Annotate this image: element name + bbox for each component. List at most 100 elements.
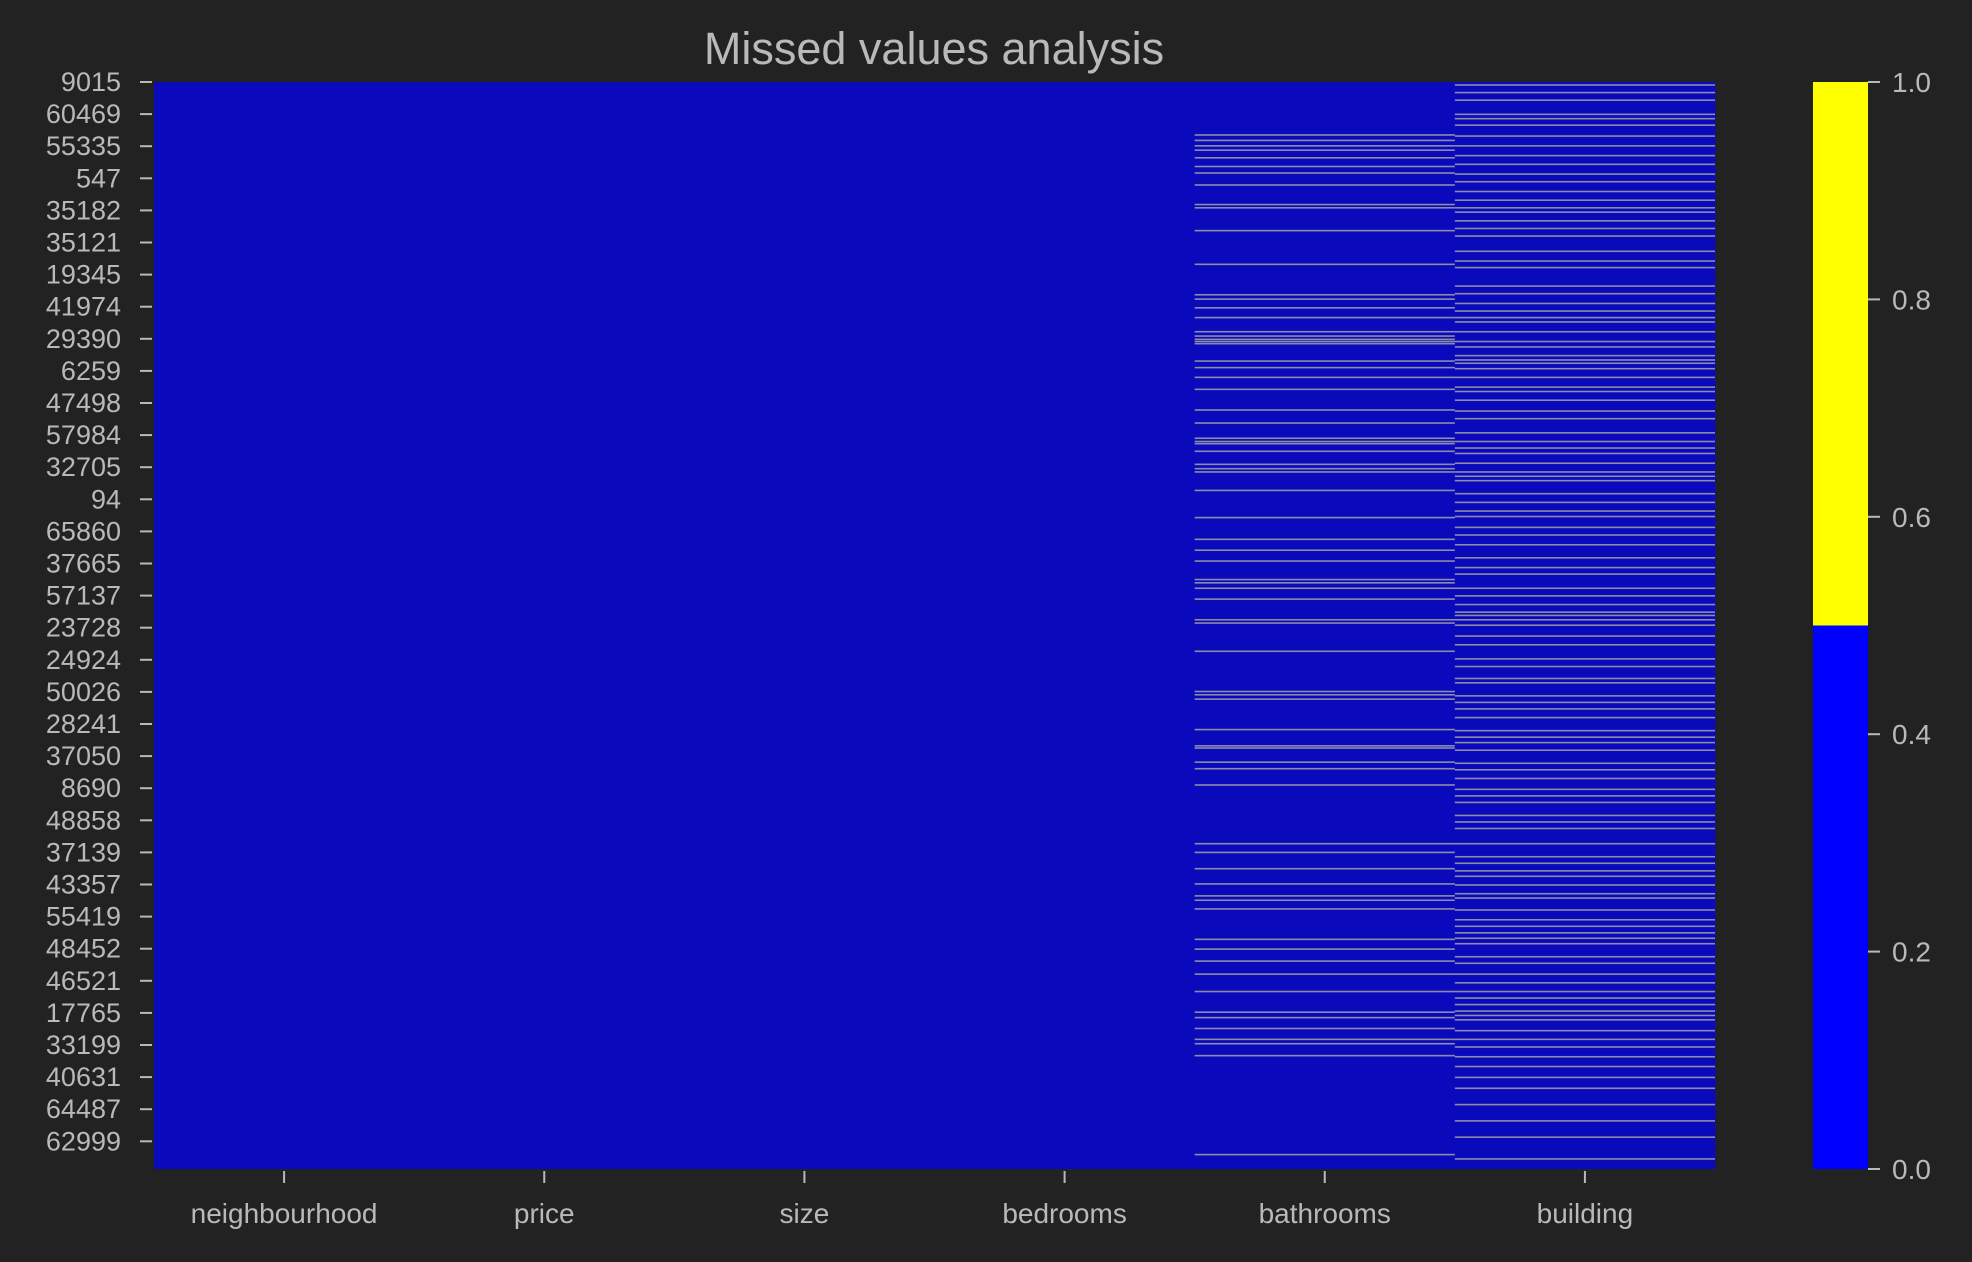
- missing-value-line: [1454, 180, 1715, 183]
- missing-value-line: [1454, 862, 1715, 865]
- missing-value-line: [1194, 560, 1455, 562]
- missing-value-line: [1194, 342, 1455, 345]
- colorbar-tick-label: 0.4: [1892, 719, 1931, 750]
- missing-value-line: [1454, 1120, 1715, 1122]
- missing-value-line: [1194, 899, 1455, 902]
- missing-value-line: [1194, 471, 1455, 473]
- x-tick-label: bedrooms: [1002, 1198, 1127, 1229]
- missing-value-line: [1194, 693, 1455, 696]
- missing-value-line: [1194, 895, 1455, 897]
- missing-value-line: [1454, 235, 1715, 237]
- colorbar-tick-label: 0.6: [1892, 502, 1931, 533]
- missing-value-line: [1194, 948, 1455, 950]
- missing-value-line: [1194, 165, 1455, 168]
- missing-value-line: [1194, 422, 1455, 424]
- missing-value-line: [1194, 650, 1455, 653]
- heatmap-column-price: [414, 82, 675, 1169]
- colorbar-tick-label: 1.0: [1892, 67, 1931, 98]
- missing-value-line: [1194, 698, 1455, 700]
- missing-value-line: [1454, 99, 1715, 101]
- y-axis: 9015604695533554735182351211934541974293…: [46, 67, 152, 1156]
- missing-value-line: [1454, 842, 1715, 845]
- missing-value-line: [1194, 207, 1455, 209]
- missing-value-line: [1454, 285, 1715, 287]
- y-tick-label: 43357: [46, 870, 121, 900]
- missing-value-line: [1454, 220, 1715, 222]
- missing-value-line: [1454, 749, 1715, 752]
- missing-value-line: [1194, 851, 1455, 854]
- missing-value-line: [1454, 354, 1715, 357]
- missing-value-line: [1454, 1046, 1715, 1048]
- x-tick-label: building: [1537, 1198, 1634, 1229]
- missing-value-line: [1454, 618, 1715, 621]
- missing-value-line: [1454, 643, 1715, 646]
- missing-value-line: [1454, 135, 1715, 137]
- missing-value-line: [1454, 870, 1715, 872]
- missing-value-line: [1454, 925, 1715, 928]
- x-tick-label: bathrooms: [1259, 1198, 1391, 1229]
- y-tick-label: 35182: [46, 195, 121, 225]
- missing-value-line: [1194, 618, 1455, 621]
- missing-value-line: [1454, 462, 1715, 465]
- missing-value-line: [1194, 388, 1455, 391]
- missing-value-line: [1454, 955, 1715, 958]
- y-tick-label: 64487: [46, 1094, 121, 1124]
- missing-value-line: [1194, 728, 1455, 731]
- missing-value-line: [1194, 587, 1455, 590]
- y-tick-label: 94: [91, 484, 121, 514]
- y-tick-label: 37665: [46, 549, 121, 579]
- missing-value-line: [1454, 962, 1715, 965]
- missing-value-line: [1454, 399, 1715, 402]
- missing-value-line: [1194, 549, 1455, 552]
- missing-value-line: [1454, 827, 1715, 830]
- x-tick-label: price: [514, 1198, 575, 1229]
- colorbar-tick-label: 0.2: [1892, 937, 1931, 968]
- y-tick-label: 19345: [46, 260, 121, 290]
- missing-value-line: [1194, 330, 1455, 333]
- missing-value-line: [1454, 1103, 1715, 1106]
- heatmap-column-bedrooms: [934, 82, 1196, 1169]
- missing-value-line: [1454, 884, 1715, 886]
- missing-value-line: [1454, 417, 1715, 420]
- heatmap-column-size: [674, 82, 935, 1169]
- missing-value-line: [1194, 745, 1455, 747]
- missing-value-line: [1194, 1027, 1455, 1030]
- colorbar: 0.0 0.2 0.4 0.6 0.8 1.0: [1813, 67, 1931, 1185]
- missing-value-line: [1454, 266, 1715, 269]
- missing-value-line: [1454, 821, 1715, 823]
- missing-value-line: [1454, 973, 1715, 975]
- missing-value-line: [1194, 938, 1455, 941]
- missing-value-line: [1454, 658, 1715, 660]
- missing-value-line: [1454, 346, 1715, 348]
- missing-value-line: [1454, 410, 1715, 412]
- missing-value-line: [1454, 897, 1715, 899]
- missing-value-line: [1194, 263, 1455, 266]
- missing-value-line: [1194, 908, 1455, 910]
- colorbar-segment: [1813, 82, 1868, 626]
- missing-value-line: [1454, 447, 1715, 449]
- missing-value-line: [1454, 292, 1715, 295]
- missing-value-line: [1454, 321, 1715, 323]
- missing-value-line: [1454, 682, 1715, 684]
- missing-value-line: [1454, 211, 1715, 213]
- missing-value-line: [1194, 1153, 1455, 1156]
- missing-value-line: [1454, 190, 1715, 193]
- missing-value-line: [1454, 932, 1715, 934]
- missing-value-line: [1194, 440, 1455, 443]
- missing-value-line: [1454, 163, 1715, 166]
- missing-value-line: [1454, 330, 1715, 333]
- missing-value-line: [1454, 990, 1715, 993]
- missing-value-line: [1194, 990, 1455, 993]
- missing-value-line: [1454, 526, 1715, 529]
- missing-value-line: [1194, 409, 1455, 411]
- heatmap-column-neighbourhood: [154, 82, 415, 1169]
- missing-value-line: [1194, 203, 1455, 206]
- missing-value-line: [1454, 376, 1715, 379]
- missing-value-line: [1454, 701, 1715, 704]
- missing-value-line: [1454, 1158, 1715, 1160]
- missing-value-line: [1454, 515, 1715, 518]
- missing-value-line: [1454, 611, 1715, 613]
- y-tick-label: 33199: [46, 1030, 121, 1060]
- y-tick-label: 37139: [46, 837, 121, 867]
- missing-value-line: [1454, 124, 1715, 126]
